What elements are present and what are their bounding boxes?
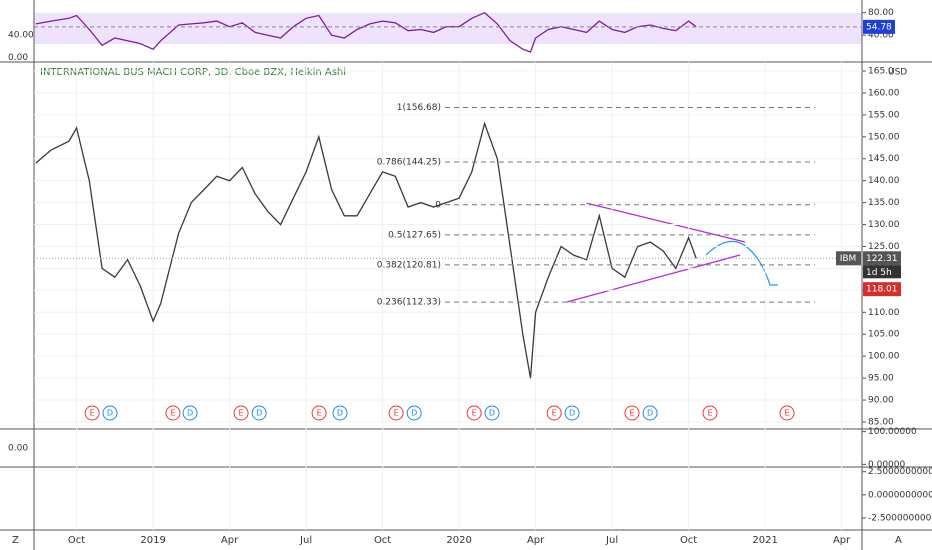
x-tick-label: Oct (68, 535, 85, 546)
x-tick-label: Jul (299, 535, 312, 546)
event-label: E (394, 409, 399, 418)
event-marker (624, 405, 640, 421)
y-tick-label: 2.5000000000 (868, 467, 932, 477)
x-tick-label: Apr (221, 535, 239, 546)
y-tick-label: 100.00 (868, 352, 900, 362)
event-label: E (707, 409, 712, 418)
x-tick-label: Oct (680, 535, 697, 546)
y-tick-label: 95.00 (868, 374, 894, 384)
event-label: D (411, 409, 417, 418)
event-marker (233, 405, 249, 421)
price-line (35, 121, 697, 379)
event-label: E (239, 409, 244, 418)
event-label: D (489, 409, 495, 418)
symbol: IBM (840, 254, 857, 264)
event-marker (642, 405, 658, 421)
fib-label: 1(156.68) (397, 103, 441, 113)
y-tick-label: 85.00 (868, 417, 894, 427)
y-tick-label: 150.00 (868, 132, 900, 142)
x-tick-label: 2020 (446, 535, 471, 546)
left-tick-label: 0.00 (8, 53, 28, 63)
rsi-line (35, 11, 697, 53)
low-price: 118.01 (866, 285, 898, 295)
y-tick-label: 165.0 (868, 66, 894, 76)
event-marker (311, 405, 327, 421)
price-tag (863, 251, 901, 266)
event-label: D (107, 409, 113, 418)
event-label: D (569, 409, 575, 418)
fib-label: 0.236(112.33) (377, 298, 441, 308)
y-tick-label: 90.00 (868, 396, 894, 406)
y-tick-label: 160.00 (868, 88, 900, 98)
fib-label: 0.382(120.81) (377, 260, 441, 270)
event-marker (779, 405, 795, 421)
y-tick-label: 155.00 (868, 110, 900, 120)
y-tick-label: 40.00 (868, 31, 894, 41)
event-marker (564, 405, 580, 421)
event-label: E (784, 409, 789, 418)
y-tick-label: 140.00 (868, 176, 900, 186)
event-label: D (256, 409, 262, 418)
event-label: D (647, 409, 653, 418)
event-label: E (170, 409, 175, 418)
footer-left: Z (12, 535, 19, 546)
event-label: E (90, 409, 95, 418)
event-label: E (472, 409, 477, 418)
event-label: D (337, 409, 343, 418)
event-marker (182, 405, 198, 421)
countdown-tag (863, 265, 901, 279)
fib-label: 0 (435, 200, 441, 210)
y-tick-label: 80.00 (868, 8, 894, 18)
y-tick-label: 100.00000 (868, 427, 917, 437)
event-marker (702, 405, 718, 421)
event-label: D (187, 409, 193, 418)
last-price: 122.31 (866, 254, 898, 264)
x-tick-label: 2021 (752, 535, 777, 546)
currency: USD (888, 68, 907, 78)
event-marker (84, 405, 100, 421)
event-marker (466, 405, 482, 421)
symbol-tag (836, 251, 861, 266)
event-marker (332, 405, 348, 421)
event-label: E (552, 409, 557, 418)
countdown: 1d 5h (866, 268, 892, 278)
footer-right: A (895, 535, 902, 546)
chart-title: INTERNATIONAL BUS MACH CORP, 3D, Cboe BZ… (40, 67, 346, 78)
event-label: E (317, 409, 322, 418)
triangle-lower (566, 254, 741, 303)
x-tick-label: Apr (527, 535, 545, 546)
low-tag (863, 282, 901, 297)
y-tick-label: 110.00 (868, 308, 900, 318)
x-tick-label: Jul (605, 535, 618, 546)
x-tick-label: Apr (833, 535, 851, 546)
y-tick-label: 135.00 (868, 198, 900, 208)
fib-label: 0.786(144.25) (377, 158, 441, 168)
x-tick-label: Oct (374, 535, 391, 546)
event-marker (406, 405, 422, 421)
fib-label: 0.5(127.65) (388, 230, 441, 240)
y-tick-label: -2.5000000000 (868, 513, 932, 523)
x-tick-label: 2019 (140, 535, 165, 546)
y-tick-label: 130.00 (868, 220, 900, 230)
y-tick-label: 0.0000000000 (868, 490, 932, 500)
event-marker (165, 405, 181, 421)
event-marker (388, 405, 404, 421)
event-marker (484, 405, 500, 421)
event-marker (251, 405, 267, 421)
left-tick-label: 40.00 (8, 31, 34, 41)
rsi-band (34, 13, 862, 44)
y-tick-label: 145.00 (868, 154, 900, 164)
left-tick-label: 0.00 (8, 444, 28, 454)
y-tick-label: 105.00 (868, 330, 900, 340)
event-label: E (629, 409, 634, 418)
y-tick-label: 125.00 (868, 242, 900, 252)
event-marker (102, 405, 118, 421)
event-marker (546, 405, 562, 421)
rsi-value: 54.78 (866, 22, 892, 32)
rsi-tag (863, 19, 895, 34)
forecast-arrow (705, 240, 778, 286)
y-tick-label: 0.00000 (868, 460, 905, 470)
